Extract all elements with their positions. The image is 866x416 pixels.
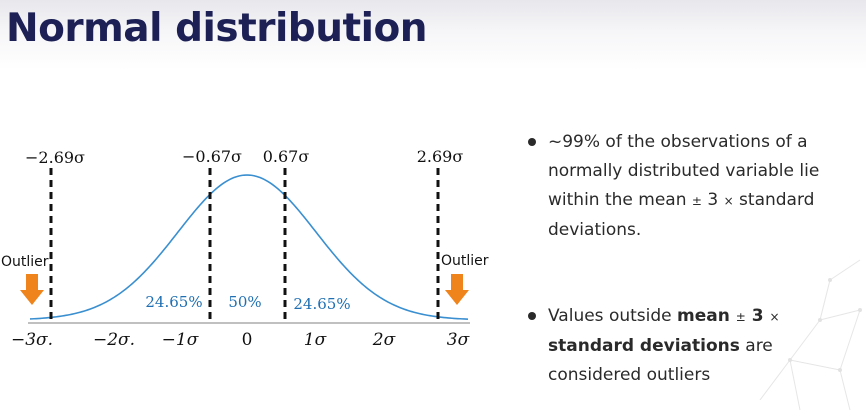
bullet-2-text-pre: Values outside xyxy=(548,306,678,326)
axis-tick-minus-3: −3σ. xyxy=(11,330,53,350)
axis-tick-plus-2: 2σ xyxy=(372,330,396,350)
times-symbol: × xyxy=(769,310,780,324)
cutoff-label-minus-2-69: −2.69σ xyxy=(25,148,85,167)
cutoff-lines xyxy=(49,168,440,323)
bullet-2-text-post: are considered outliers xyxy=(548,336,773,385)
bullet-2-bold-three: 3 xyxy=(745,306,770,326)
times-symbol: × xyxy=(723,194,734,208)
normal-distribution-diagram: −2.69σ −0.67σ 0.67σ 2.69σ 24.65% 50% 24.… xyxy=(1,147,489,350)
outlier-arrow-left-icon xyxy=(20,274,44,305)
axis-tick-minus-2: −2σ. xyxy=(93,330,135,350)
bullet-1-text-a: ~99% of the observations of a normally d… xyxy=(548,132,820,210)
bullet-2-bold-mean: mean xyxy=(677,306,736,326)
title-bar-background xyxy=(0,0,866,70)
bullet-2-bold-std: standard deviations xyxy=(548,336,740,356)
region-label-left: 24.65% xyxy=(145,293,202,311)
axis-tick-plus-1: 1σ xyxy=(304,330,327,350)
region-label-center: 50% xyxy=(228,293,261,311)
cutoff-label-minus-0-67: −0.67σ xyxy=(182,147,242,166)
axis-tick-zero: 0 xyxy=(242,330,253,350)
bullet-dot xyxy=(528,312,536,320)
bullet-text-1: ~99% of the observations of a normally d… xyxy=(548,128,848,245)
plus-minus-symbol: ± xyxy=(691,194,702,208)
bullet-dot xyxy=(528,138,536,146)
network-decoration xyxy=(759,259,862,411)
plus-minus-symbol: ± xyxy=(735,310,746,324)
bullet-1-text-c: standard deviations. xyxy=(548,190,815,240)
axis-tick-plus-3: 3σ xyxy=(447,330,470,350)
outlier-arrow-right-icon xyxy=(445,274,469,305)
slide-title: Normal distribution xyxy=(6,6,428,51)
bullet-1-text-b: 3 xyxy=(701,190,724,210)
region-label-right: 24.65% xyxy=(293,295,350,313)
axis-tick-minus-1: −1σ xyxy=(162,330,199,350)
bullet-text-2: Values outside mean ± 3 × standard devia… xyxy=(548,302,848,390)
outlier-label-right: Outlier xyxy=(441,253,489,269)
cutoff-label-plus-2-69: 2.69σ xyxy=(417,147,464,166)
cutoff-label-plus-0-67: 0.67σ xyxy=(263,147,310,166)
outlier-label-left: Outlier xyxy=(1,254,49,270)
bell-curve xyxy=(29,174,469,320)
